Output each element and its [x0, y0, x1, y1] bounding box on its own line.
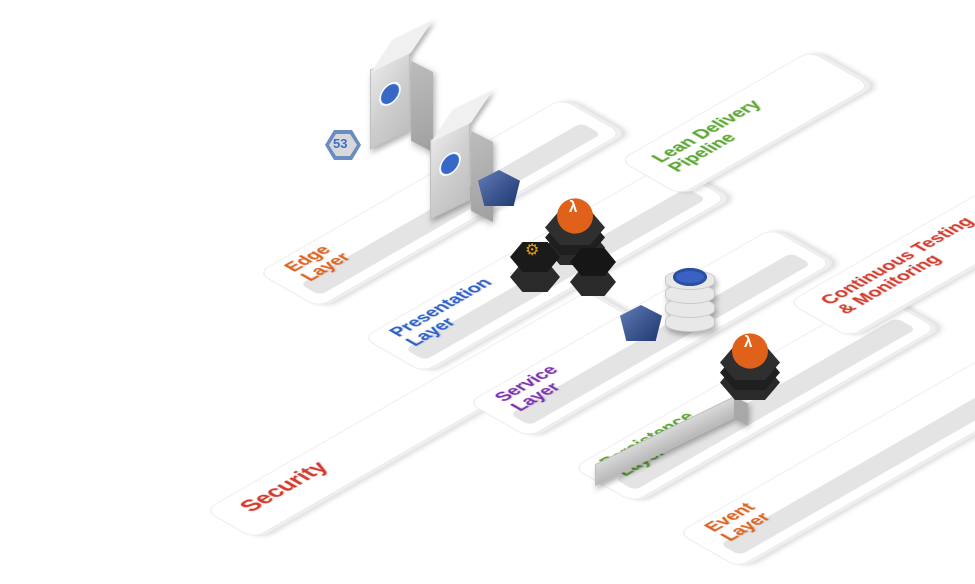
- route53-label: 53: [333, 136, 347, 151]
- lambda-glyph: λ: [569, 198, 577, 216]
- architecture-diagram: Security Edge Layer Presentation Layer S…: [0, 0, 975, 584]
- database-cache-icon: [665, 270, 715, 330]
- lambda-event-glyph: λ: [744, 333, 752, 351]
- gear-glyph: ⚙: [525, 240, 539, 260]
- route53-icon: 53: [325, 130, 361, 160]
- cloudfront-tower-icon: [370, 50, 410, 150]
- panel-lean-delivery: Lean Delivery Pipeline: [619, 51, 871, 195]
